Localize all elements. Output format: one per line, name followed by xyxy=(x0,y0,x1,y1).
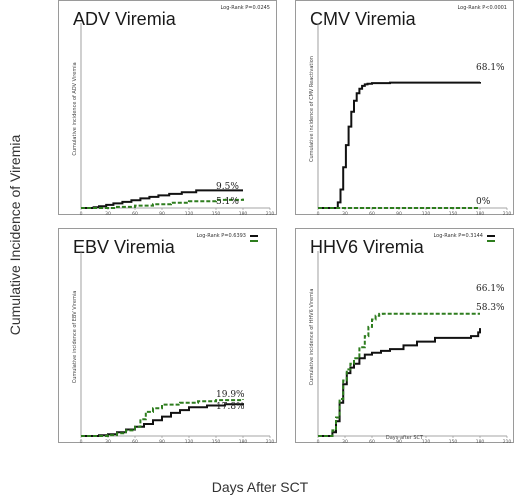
x-tick-label: 0 xyxy=(80,439,83,445)
legend xyxy=(250,233,270,244)
x-tick-label: 90 xyxy=(396,211,402,217)
cmv-viremia-panel: CMV Viremia Log-Rank P<0.0001 Cumulative… xyxy=(295,0,514,217)
adv-viremia-panel: ADV Viremia Log-Rank P=0.0245 Cumulative… xyxy=(58,0,277,217)
x-tick-label: 120 xyxy=(185,439,194,445)
x-tick-label: 30 xyxy=(342,439,348,445)
x-tick-label: 0 xyxy=(317,439,320,445)
end-label-series-1: 68.1% xyxy=(476,63,505,73)
x-tick-label: 120 xyxy=(422,211,431,217)
x-tick-label: 150 xyxy=(449,211,458,217)
x-tick-label: 60 xyxy=(132,439,138,445)
hhv6-viremia-panel: HHV6 Viremia Log-Rank P=0.3144 Cumulativ… xyxy=(295,228,514,445)
x-tick-label: 60 xyxy=(369,211,375,217)
series-line-2 xyxy=(81,198,244,209)
x-tick-label: 180 xyxy=(239,211,248,217)
x-tick-label: 210 xyxy=(503,211,512,217)
x-tick-label: 120 xyxy=(422,439,431,445)
panel-title: CMV Viremia xyxy=(310,9,416,29)
adv-viremia-plot: 0 30 60 90 120 150 180 210 xyxy=(80,23,275,217)
x-tick-label: 180 xyxy=(476,439,485,445)
ebv-viremia-plot: 0 30 60 90 120 150 180 210 xyxy=(80,251,275,445)
ebv-viremia-panel: EBV Viremia Log-Rank P=0.6393 Cumulative… xyxy=(58,228,277,445)
series-line-1 xyxy=(81,189,243,209)
end-label-series-1: 58.3% xyxy=(476,303,505,313)
x-tick-label: 210 xyxy=(266,439,275,445)
x-tick-label: 150 xyxy=(212,439,221,445)
end-label-series-2: 19.9% xyxy=(216,390,245,400)
legend xyxy=(487,233,507,244)
x-tick-label: 0 xyxy=(80,211,83,217)
panel-x-axis-label: Days after SCT xyxy=(385,435,424,441)
panel-title: ADV Viremia xyxy=(73,9,176,29)
x-tick-label: 180 xyxy=(476,211,485,217)
legend-line-dashed xyxy=(250,240,258,242)
panel-title: EBV Viremia xyxy=(73,237,175,257)
x-tick-label: 60 xyxy=(369,439,375,445)
x-tick-label: 30 xyxy=(105,211,111,217)
series-line-1 xyxy=(318,81,481,209)
hhv6-viremia-plot: 0 30 60 90 120 150 180 210 xyxy=(317,251,512,445)
log-rank-p-value: Log-Rank P=0.3144 xyxy=(433,233,483,239)
log-rank-p-value: Log-Rank P=0.0245 xyxy=(220,5,270,11)
panel-title: HHV6 Viremia xyxy=(310,237,424,257)
x-tick-label: 0 xyxy=(317,211,320,217)
end-label-series-1: 17.8% xyxy=(216,402,245,412)
legend-line-dashed xyxy=(487,240,495,242)
series-line-2 xyxy=(81,399,244,437)
legend-line-solid xyxy=(250,235,258,237)
x-tick-label: 30 xyxy=(105,439,111,445)
end-label-series-1: 9.5% xyxy=(216,182,239,192)
x-tick-label: 90 xyxy=(159,211,165,217)
x-tick-label: 210 xyxy=(503,439,512,445)
legend-line-solid xyxy=(487,235,495,237)
figure-x-axis-label: Days After SCT xyxy=(211,479,309,495)
end-label-series-2: 0% xyxy=(476,197,491,207)
log-rank-p-value: Log-Rank P=0.6393 xyxy=(196,233,246,239)
x-tick-label: 180 xyxy=(239,439,248,445)
x-tick-label: 30 xyxy=(342,211,348,217)
x-tick-label: 120 xyxy=(185,211,194,217)
x-tick-label: 150 xyxy=(212,211,221,217)
x-tick-label: 150 xyxy=(449,439,458,445)
end-label-series-2: 66.1% xyxy=(476,284,505,294)
end-label-series-2: 5.1% xyxy=(216,197,239,207)
x-tick-label: 90 xyxy=(159,439,165,445)
figure-y-axis-label-text: Cumulative Incidence of Viremia xyxy=(7,134,23,336)
x-tick-label: 90 xyxy=(396,439,402,445)
x-tick-label: 60 xyxy=(132,211,138,217)
series-line-2 xyxy=(318,312,480,437)
x-tick-label: 210 xyxy=(266,211,275,217)
log-rank-p-value: Log-Rank P<0.0001 xyxy=(457,5,507,11)
cmv-viremia-plot: 0 30 60 90 120 150 180 210 xyxy=(317,23,512,217)
figure-y-axis-label: Cumulative Incidence of Viremia xyxy=(4,90,26,380)
